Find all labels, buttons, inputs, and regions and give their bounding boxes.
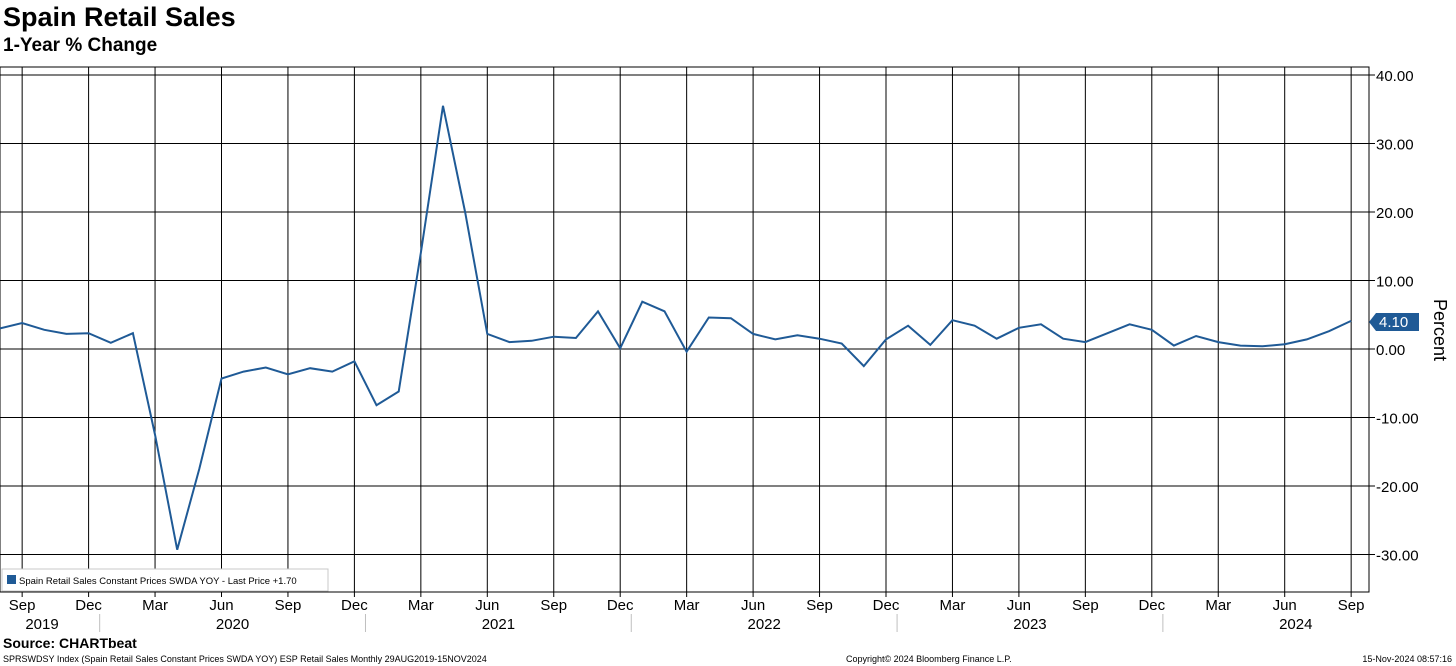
x-tick-label: Jun [741,597,765,614]
x-tick-label: Sep [540,597,567,614]
y-tick-label: -10.00 [1376,411,1419,428]
y-tick-label: -30.00 [1376,548,1419,565]
x-tick-label: Jun [1273,597,1297,614]
legend-box [1,568,329,592]
x-tick-label: Mar [142,597,168,614]
x-tick-label: Sep [1338,597,1365,614]
x-tick-label: Jun [209,597,233,614]
timestamp: 15-Nov-2024 08:57:16 [1362,654,1452,664]
source-label: Source: CHARTbeat [3,635,137,651]
x-tick-label: Mar [1205,597,1231,614]
x-tick-label: Dec [75,597,102,614]
x-year-label: 2024 [1279,616,1312,633]
chart-subtitle: 1-Year % Change [3,35,158,56]
plot-frame [0,66,1370,593]
y-tick-label: 30.00 [1376,137,1414,154]
x-tick-label: Dec [1138,597,1165,614]
x-tick-label: Sep [275,597,302,614]
series [0,105,1352,550]
y-axis-label: Percent [1430,299,1450,361]
chart-title: Spain Retail Sales [3,2,236,32]
index-info: SPRSWDSY Index (Spain Retail Sales Const… [3,654,487,664]
legend: Spain Retail Sales Constant Prices SWDA … [1,568,329,592]
x-tick-label: Mar [674,597,700,614]
copyright: Copyright© 2024 Bloomberg Finance L.P. [846,654,1012,664]
x-tick-label: Dec [341,597,368,614]
x-tick-label: Sep [9,597,36,614]
y-tick-label: 40.00 [1376,68,1414,85]
grid [0,67,1369,592]
x-year-label: 2022 [747,616,780,633]
x-tick-label: Jun [1007,597,1031,614]
x-year-label: 2021 [482,616,515,633]
x-tick-label: Sep [1072,597,1099,614]
x-year-label: 2020 [216,616,249,633]
x-tick-label: Dec [873,597,900,614]
x-year-label: 2019 [25,616,58,633]
x-tick-label: Mar [940,597,966,614]
y-tick-label: 20.00 [1376,205,1414,222]
y-tick-label: -20.00 [1376,479,1419,496]
last-value-badge [1369,313,1419,331]
x-tick-label: Mar [408,597,434,614]
last-value-marker: 4.10 [1369,313,1419,331]
x-tick-label: Dec [607,597,634,614]
y-tick-label: 10.00 [1376,274,1414,291]
last-value-label: 4.10 [1379,314,1408,331]
axes: 40.00 30.00 20.00 10.00 0.00 -10.00 -20.00 -30.… [9,68,1419,633]
x-tick-label: Jun [475,597,499,614]
series-line [0,105,1352,550]
x-tick-label: Sep [806,597,833,614]
legend-swatch [7,575,16,584]
legend-label: Spain Retail Sales Constant Prices SWDA … [19,576,297,587]
x-year-label: 2023 [1013,616,1046,633]
y-tick-label: 0.00 [1376,342,1405,359]
